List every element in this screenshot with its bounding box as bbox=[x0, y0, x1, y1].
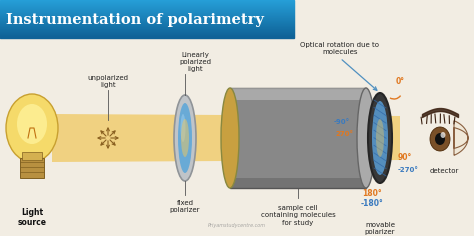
Bar bbox=[0, 3, 294, 4]
Ellipse shape bbox=[376, 119, 384, 157]
Text: Linearly
polarized
light: Linearly polarized light bbox=[179, 52, 211, 72]
Text: detector: detector bbox=[429, 168, 459, 174]
Text: -270°: -270° bbox=[398, 167, 419, 173]
Bar bbox=[0, 19, 294, 20]
Ellipse shape bbox=[174, 95, 196, 181]
Text: 180°: 180° bbox=[362, 190, 382, 198]
Text: -180°: -180° bbox=[361, 199, 383, 208]
Bar bbox=[0, 31, 294, 32]
Bar bbox=[0, 9, 294, 10]
Bar bbox=[0, 32, 294, 33]
Bar bbox=[0, 20, 294, 21]
Text: Optical rotation due to
molecules: Optical rotation due to molecules bbox=[301, 42, 380, 55]
Bar bbox=[0, 21, 294, 22]
Text: Priyamstudycentre.com: Priyamstudycentre.com bbox=[208, 223, 266, 228]
Polygon shape bbox=[52, 114, 400, 162]
Text: 270°: 270° bbox=[336, 131, 354, 137]
Text: Instrumentation of polarimetry: Instrumentation of polarimetry bbox=[6, 13, 264, 27]
Bar bbox=[0, 11, 294, 12]
Ellipse shape bbox=[17, 104, 47, 144]
Ellipse shape bbox=[440, 132, 446, 138]
Bar bbox=[0, 12, 294, 13]
Bar bbox=[0, 15, 294, 16]
Bar bbox=[0, 27, 294, 28]
Bar bbox=[0, 5, 294, 6]
Text: 90°: 90° bbox=[398, 153, 412, 163]
Bar bbox=[0, 10, 294, 11]
Text: unpolarized
light: unpolarized light bbox=[88, 75, 128, 88]
Bar bbox=[0, 4, 294, 5]
Bar bbox=[0, 16, 294, 17]
FancyBboxPatch shape bbox=[230, 88, 366, 188]
Text: sample cell
containing molecules
for study: sample cell containing molecules for stu… bbox=[261, 205, 336, 226]
Bar bbox=[0, 37, 294, 38]
Ellipse shape bbox=[178, 103, 192, 173]
FancyBboxPatch shape bbox=[230, 178, 366, 188]
Bar bbox=[0, 1, 294, 2]
Bar bbox=[0, 30, 294, 31]
Ellipse shape bbox=[6, 94, 58, 162]
Ellipse shape bbox=[435, 133, 445, 145]
Text: movable
polarizer: movable polarizer bbox=[365, 222, 395, 235]
Bar bbox=[0, 25, 294, 26]
Text: 0°: 0° bbox=[396, 77, 405, 87]
Bar bbox=[0, 33, 294, 34]
Ellipse shape bbox=[430, 127, 450, 151]
Bar bbox=[0, 22, 294, 23]
FancyBboxPatch shape bbox=[22, 152, 42, 160]
Bar bbox=[0, 34, 294, 35]
Bar bbox=[0, 24, 294, 25]
Bar bbox=[0, 14, 294, 15]
FancyBboxPatch shape bbox=[20, 158, 44, 178]
Bar bbox=[0, 0, 294, 1]
Bar bbox=[0, 13, 294, 14]
Bar bbox=[0, 36, 294, 37]
Ellipse shape bbox=[357, 88, 375, 188]
Bar bbox=[0, 6, 294, 7]
Ellipse shape bbox=[181, 119, 189, 157]
Text: fixed
polarizer: fixed polarizer bbox=[170, 200, 200, 213]
Ellipse shape bbox=[372, 101, 388, 175]
Bar bbox=[0, 2, 294, 3]
Bar bbox=[0, 23, 294, 24]
Ellipse shape bbox=[221, 88, 239, 188]
Bar bbox=[0, 28, 294, 29]
Bar bbox=[0, 7, 294, 8]
FancyBboxPatch shape bbox=[230, 88, 366, 100]
Bar bbox=[0, 18, 294, 19]
Bar bbox=[0, 26, 294, 27]
Polygon shape bbox=[454, 121, 468, 155]
Bar bbox=[0, 8, 294, 9]
Bar bbox=[0, 35, 294, 36]
Text: -90°: -90° bbox=[334, 119, 350, 125]
Bar bbox=[0, 29, 294, 30]
Ellipse shape bbox=[181, 114, 185, 142]
Bar bbox=[0, 17, 294, 18]
Ellipse shape bbox=[368, 93, 392, 183]
Text: Light
source: Light source bbox=[18, 208, 46, 228]
